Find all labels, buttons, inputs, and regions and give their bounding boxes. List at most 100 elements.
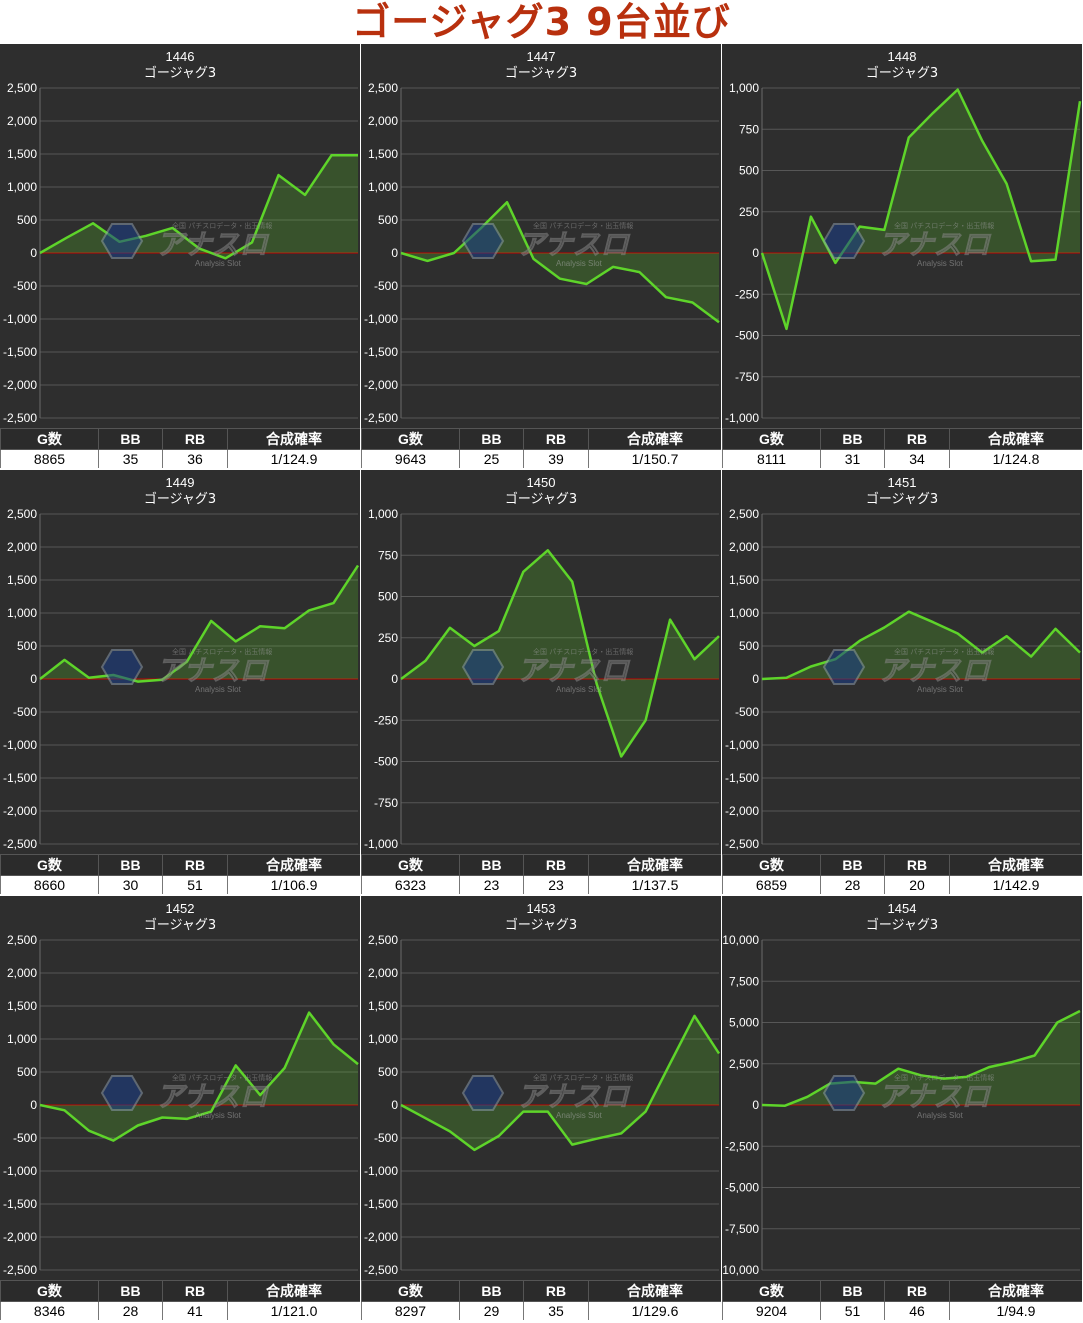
watermark-sub: Analysis Slot — [195, 685, 242, 694]
rb-value: 23 — [523, 875, 589, 894]
bb-header: BB — [459, 428, 524, 450]
bb-header: BB — [820, 428, 885, 450]
prob-header: 合成確率 — [588, 1280, 721, 1302]
y-tick-label: 1,000 — [7, 1032, 37, 1046]
games-value: 9204 — [722, 1301, 821, 1320]
y-tick-label: 5,000 — [729, 1016, 759, 1030]
games-value: 6323 — [361, 875, 460, 894]
y-tick-label: 500 — [378, 213, 398, 227]
stats-table: G数 BB RB 合成確率 6859 28 20 1/142.9 — [722, 854, 1082, 894]
chart-panel-1453: 1453 ゴージャグ3 2,500 2,000 1,500 1,000 500 0 -500 -1… — [361, 896, 721, 1320]
series-line — [761, 610, 1081, 681]
prob-value: 1/124.9 — [227, 449, 360, 468]
rb-header: RB — [884, 1280, 950, 1302]
series-area — [401, 550, 719, 757]
watermark-sub: Analysis Slot — [195, 259, 242, 268]
logo-hexagon-icon — [100, 649, 144, 685]
y-tick-label: -500 — [13, 279, 37, 293]
watermark-brand: アナスロ — [517, 654, 630, 687]
y-tick-label: 2,500 — [729, 1057, 759, 1071]
chart-panel-1446: 1446 ゴージャグ3 2,500 2,000 1,500 1,000 500 0 -500 -1… — [0, 44, 360, 468]
y-tick-label: 1,000 — [7, 180, 37, 194]
prob-header: 合成確率 — [949, 854, 1082, 876]
series-area — [762, 89, 1080, 329]
y-tick-label: -750 — [735, 370, 759, 384]
y-tick-label: -250 — [735, 287, 759, 301]
rb-value: 46 — [884, 1301, 950, 1320]
rb-header: RB — [523, 854, 589, 876]
y-tick-label: 1,000 — [368, 1032, 398, 1046]
y-tick-label: -2,500 — [364, 411, 398, 425]
chart-panel-1450: 1450 ゴージャグ3 1,000 750 500 250 0 -250 -500 -750 -1,… — [361, 470, 721, 894]
y-tick-label: 0 — [752, 1098, 759, 1112]
rb-value: 36 — [162, 449, 228, 468]
y-tick-label: -2,000 — [725, 804, 759, 818]
y-tick-label: -1,500 — [364, 345, 398, 359]
watermark-top: 全国 パチスロデータ・出玉情報 — [894, 647, 994, 656]
bb-header: BB — [820, 1280, 885, 1302]
prob-header: 合成確率 — [949, 1280, 1082, 1302]
series-line — [761, 1009, 1081, 1108]
y-tick-label: 2,500 — [368, 81, 398, 95]
series-line — [400, 200, 720, 324]
games-header: G数 — [722, 854, 821, 876]
logo-hexagon-icon — [100, 1075, 144, 1111]
series-line — [39, 564, 360, 683]
y-tick-label: -1,500 — [3, 345, 37, 359]
prob-value: 1/137.5 — [588, 875, 721, 894]
y-tick-label: -1,000 — [364, 837, 398, 851]
games-value: 6859 — [722, 875, 821, 894]
watermark-sub: Analysis Slot — [917, 259, 964, 268]
rb-header: RB — [523, 1280, 589, 1302]
series-line — [39, 154, 358, 260]
y-tick-label: 0 — [30, 1098, 37, 1112]
y-tick-label: -500 — [13, 1131, 37, 1145]
stats-table: G数 BB RB 合成確率 8865 35 36 1/124.9 — [0, 428, 360, 468]
watermark-brand: アナスロ — [878, 228, 991, 261]
stats-table: G数 BB RB 合成確率 6323 23 23 1/137.5 — [361, 854, 721, 894]
y-tick-label: 1,500 — [7, 573, 37, 587]
logo-hexagon-icon — [461, 1075, 505, 1111]
watermark-top: 全国 パチスロデータ・出玉情報 — [533, 221, 633, 230]
y-tick-label: 2,000 — [7, 966, 37, 980]
chart-number: 1448 — [888, 49, 917, 64]
rb-header: RB — [523, 428, 589, 450]
y-tick-label: 2,500 — [7, 507, 37, 521]
y-tick-label: -5,000 — [725, 1181, 759, 1195]
y-tick-label: 2,000 — [7, 114, 37, 128]
y-tick-label: 0 — [391, 672, 398, 686]
y-tick-label: 500 — [17, 213, 37, 227]
y-tick-label: 0 — [30, 672, 37, 686]
rb-header: RB — [884, 428, 950, 450]
games-value: 8660 — [0, 875, 99, 894]
games-header: G数 — [361, 854, 460, 876]
rb-value: 51 — [162, 875, 228, 894]
y-tick-label: 1,000 — [7, 606, 37, 620]
stats-table: G数 BB RB 合成確率 8111 31 34 1/124.8 — [722, 428, 1082, 468]
rb-header: RB — [162, 854, 228, 876]
y-tick-label: 500 — [739, 639, 759, 653]
prob-value: 1/142.9 — [949, 875, 1082, 894]
y-tick-label: 1,500 — [7, 999, 37, 1013]
games-header: G数 — [722, 428, 821, 450]
bb-value: 23 — [459, 875, 524, 894]
y-tick-label: 2,500 — [368, 933, 398, 947]
y-tick-label: 750 — [378, 548, 398, 562]
bb-value: 51 — [820, 1301, 885, 1320]
y-tick-label: 1,000 — [368, 180, 398, 194]
bb-value: 30 — [98, 875, 163, 894]
y-tick-label: -750 — [374, 796, 398, 810]
watermark-brand: アナスロ — [156, 1080, 269, 1113]
chart-panel-1452: 1452 ゴージャグ3 2,500 2,000 1,500 1,000 500 0 -500 -1… — [0, 896, 360, 1320]
stats-table: G数 BB RB 合成確率 9643 25 39 1/150.7 — [361, 428, 721, 468]
y-tick-label: 2,000 — [729, 540, 759, 554]
y-tick-label: -2,500 — [725, 837, 759, 851]
